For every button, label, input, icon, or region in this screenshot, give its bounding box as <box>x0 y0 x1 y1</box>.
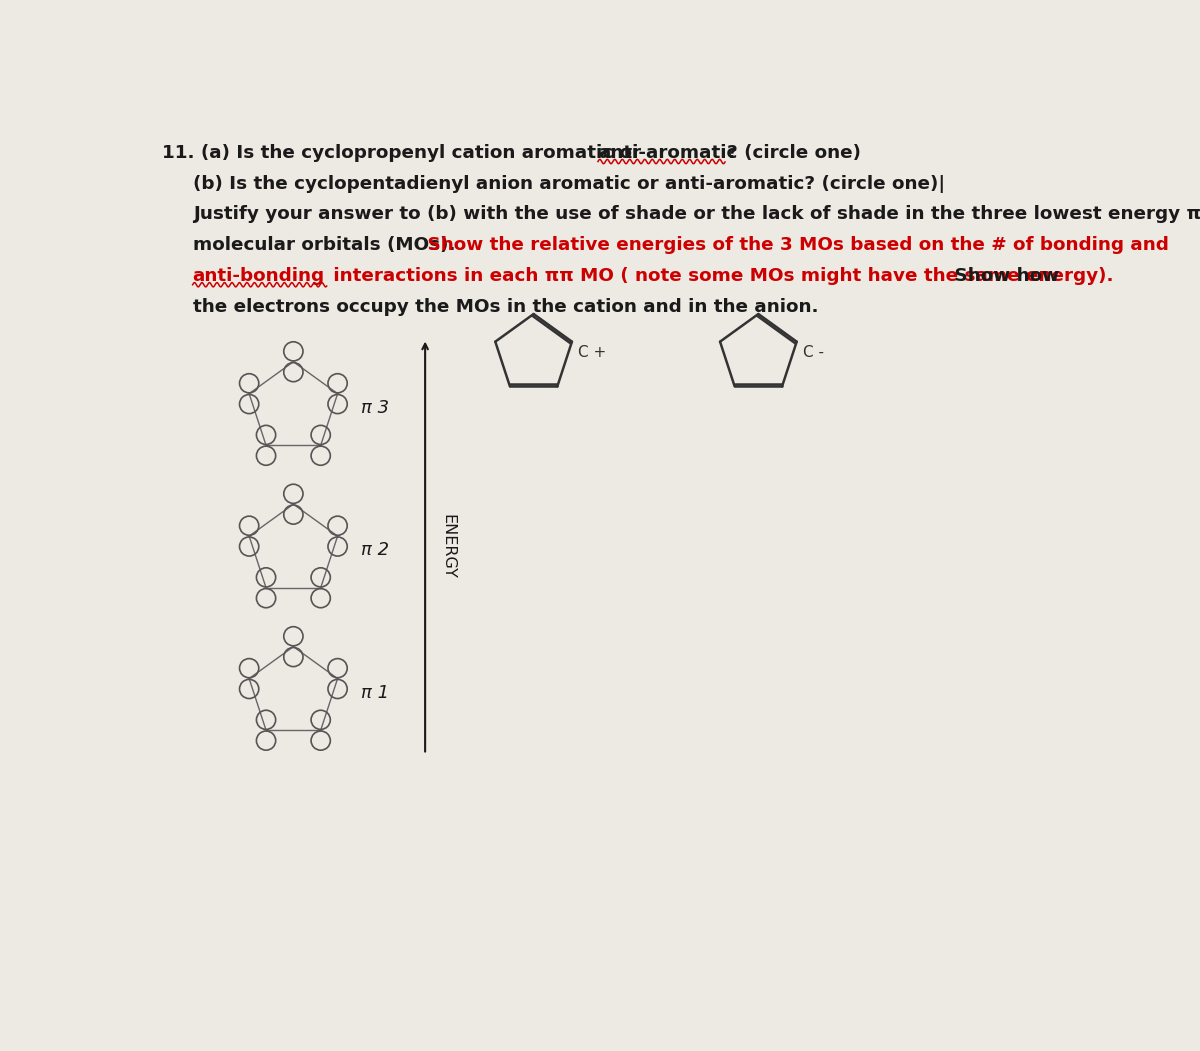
Text: 11. (a) Is the cyclopropenyl cation aromatic or: 11. (a) Is the cyclopropenyl cation arom… <box>162 144 647 162</box>
Text: molecular orbitals (MOs).: molecular orbitals (MOs). <box>193 236 455 254</box>
Text: ENERGY: ENERGY <box>440 514 456 579</box>
Text: π 2: π 2 <box>361 541 389 559</box>
Text: C -: C - <box>803 345 823 359</box>
Text: interactions in each ππ MO ( note some MOs might have the same energy).: interactions in each ππ MO ( note some M… <box>326 267 1114 285</box>
Text: Show how: Show how <box>948 267 1060 285</box>
Text: Justify your answer to (b) with the use of shade or the lack of shade in the thr: Justify your answer to (b) with the use … <box>193 205 1200 224</box>
Text: ? (circle one): ? (circle one) <box>727 144 862 162</box>
Text: anti-bonding: anti-bonding <box>193 267 325 285</box>
Text: C +: C + <box>578 345 606 359</box>
Text: Show the relative energies of the 3 MOs based on the # of bonding and: Show the relative energies of the 3 MOs … <box>421 236 1169 254</box>
Text: anti-aromatic: anti-aromatic <box>598 144 737 162</box>
Text: π 1: π 1 <box>361 684 389 702</box>
Text: π 3: π 3 <box>361 399 389 417</box>
Text: the electrons occupy the MOs in the cation and in the anion.: the electrons occupy the MOs in the cati… <box>193 297 818 316</box>
Text: (b) Is the cyclopentadienyl anion aromatic or anti-aromatic? (circle one)|: (b) Is the cyclopentadienyl anion aromat… <box>193 174 944 192</box>
